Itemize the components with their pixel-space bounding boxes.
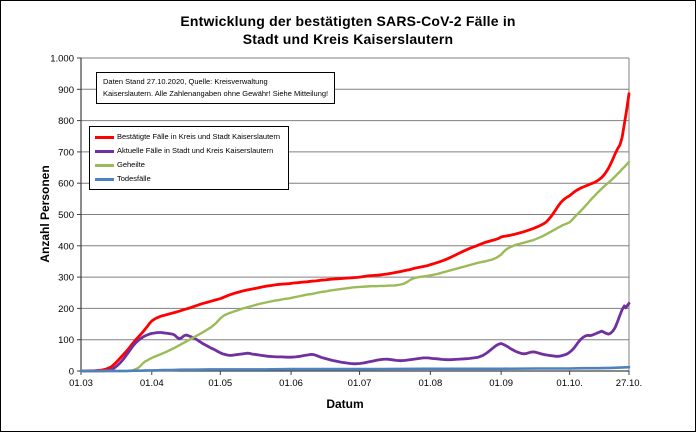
annotation-line1: Daten Stand 27.10.2020, Quelle: Kreisver… (103, 77, 268, 86)
x-axis-title: Datum (326, 397, 364, 411)
y-tick-label: 800 (58, 116, 74, 127)
y-tick-label: 1.000 (50, 54, 74, 65)
legend-line-sample-deaths (95, 177, 114, 181)
legend-label-recovered: Geheilte (117, 160, 145, 169)
annotation-line2: Kaiserslautern. Alle Zahlenangaben ohne … (103, 89, 329, 98)
y-tick-label: 700 (58, 147, 74, 158)
legend-line-sample-active (95, 149, 114, 153)
legend-item-confirmed: Bestätigte Fälle in Kreis und Stadt Kais… (95, 130, 280, 144)
legend-box: Bestätigte Fälle in Kreis und Stadt Kais… (89, 126, 290, 190)
series-line-active (79, 301, 631, 373)
y-tick-label: 500 (58, 210, 74, 221)
y-axis-title: Anzahl Personen (38, 165, 52, 263)
x-tick-label: 27.10. (616, 378, 642, 389)
legend-line-sample-confirmed (95, 135, 114, 139)
series-line-recovered (79, 160, 631, 373)
y-tick-label: 200 (58, 304, 74, 315)
chart-title: Entwicklung der bestätigten SARS-CoV-2 F… (1, 12, 695, 48)
legend-line-sample-recovered (95, 163, 114, 167)
legend-item-deaths: Todesfälle (95, 172, 280, 186)
y-tick-label: 100 (58, 335, 74, 346)
legend-item-active: Aktuelle Fälle in Stadt und Kreis Kaiser… (95, 144, 280, 158)
x-tick-label: 01.08 (418, 378, 442, 389)
x-tick-label: 01.04 (140, 378, 164, 389)
chart-title-line1: Entwicklung der bestätigten SARS-CoV-2 F… (180, 13, 516, 29)
legend-label-confirmed: Bestätigte Fälle in Kreis und Stadt Kais… (117, 132, 281, 141)
chart-title-line2: Stadt und Kreis Kaiserslautern (242, 31, 454, 47)
legend-label-active: Aktuelle Fälle in Stadt und Kreis Kaiser… (117, 146, 274, 155)
y-tick-label: 300 (58, 273, 74, 284)
x-tick-label: 01.06 (279, 378, 303, 389)
x-tick-label: 01.10. (556, 378, 582, 389)
x-tick-label: 01.09 (489, 378, 513, 389)
x-tick-label: 01.07 (348, 378, 372, 389)
legend-label-deaths: Todesfälle (117, 174, 151, 183)
y-tick-label: 600 (58, 179, 74, 190)
legend-item-recovered: Geheilte (95, 158, 280, 172)
y-tick-label: 400 (58, 241, 74, 252)
x-tick-label: 01.05 (208, 378, 232, 389)
y-tick-label: 900 (58, 85, 74, 96)
annotation-box: Daten Stand 27.10.2020, Quelle: Kreisver… (96, 72, 336, 104)
x-tick-label: 01.03 (69, 378, 93, 389)
series-line-deaths (79, 365, 631, 373)
series-line-confirmed (79, 92, 631, 373)
y-tick-label: 0 (69, 367, 74, 378)
